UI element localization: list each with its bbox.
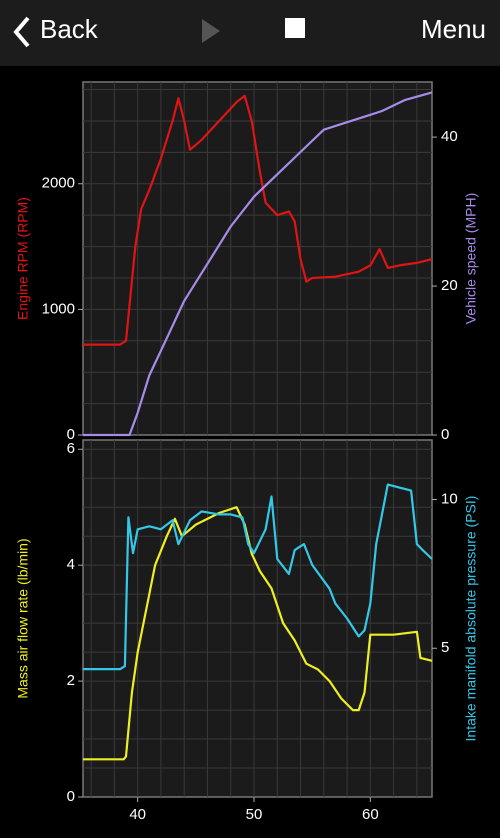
y-axis-label: Mass air flow rate (lb/min) — [15, 538, 31, 698]
y-tick-label: 6 — [67, 440, 75, 457]
y2-tick-label: 40 — [441, 128, 458, 145]
series-line — [83, 483, 433, 671]
y-tick-label: 1000 — [42, 300, 75, 317]
y-axis-label: Engine RPM (RPM) — [15, 197, 31, 320]
y2-tick-label: 10 — [441, 490, 458, 507]
x-tick-label: 50 — [246, 806, 263, 823]
play-button[interactable] — [200, 16, 224, 46]
series-line — [83, 91, 433, 437]
y2-tick-label: 0 — [441, 426, 449, 443]
toolbar: Back Menu — [0, 0, 500, 66]
plot-area — [82, 81, 433, 436]
y2-axis-label: Intake manifold absolute pressure (PSI) — [463, 496, 479, 742]
y-tick-label: 0 — [67, 788, 75, 805]
y2-tick-label: 20 — [441, 277, 458, 294]
x-tick-label: 60 — [362, 806, 379, 823]
stop-button[interactable] — [285, 18, 305, 38]
y2-tick-label: 5 — [441, 639, 449, 656]
y-tick-label: 4 — [67, 556, 75, 573]
y-tick-label: 2000 — [42, 175, 75, 192]
back-button[interactable]: Back — [40, 14, 98, 44]
series-line — [83, 94, 433, 346]
y-tick-label: 0 — [67, 426, 75, 443]
x-tick-label: 40 — [129, 806, 146, 823]
back-chevron[interactable] — [8, 12, 38, 52]
y2-axis-label: Vehicle speed (MPH) — [463, 193, 479, 325]
series-line — [83, 506, 433, 761]
y-tick-label: 2 — [67, 672, 75, 689]
menu-button[interactable]: Menu — [420, 14, 486, 44]
plot-area — [82, 439, 433, 798]
